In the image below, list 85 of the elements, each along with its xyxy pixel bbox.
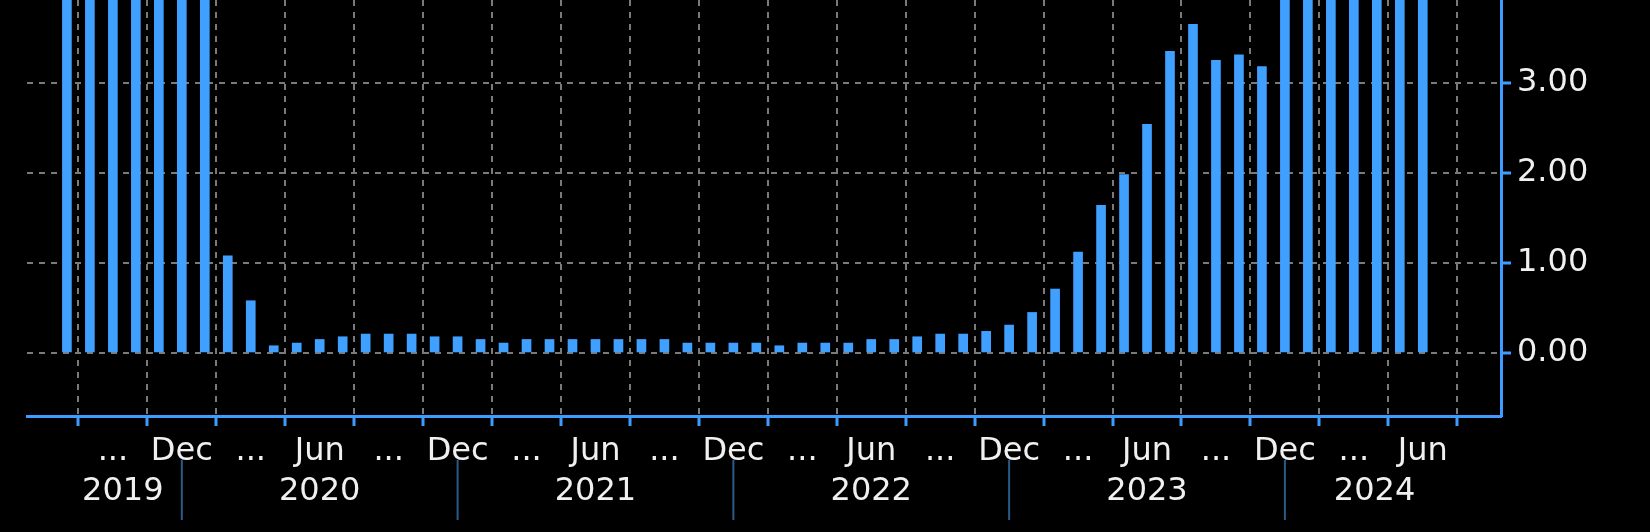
bar xyxy=(475,339,486,353)
x-tick-label: ... xyxy=(1200,429,1232,468)
text: 2024 xyxy=(1333,470,1416,509)
x-tick-label: Dec xyxy=(978,429,1041,468)
bar xyxy=(866,339,877,353)
bar xyxy=(176,0,187,353)
bar xyxy=(1096,204,1106,353)
x-tick-label: ... xyxy=(235,429,267,468)
bar xyxy=(1349,0,1359,353)
x-tick-label: ... xyxy=(649,429,680,468)
x-tick-label: Dec xyxy=(702,429,765,468)
bar xyxy=(1417,0,1428,353)
bar xyxy=(360,333,371,353)
bar xyxy=(613,339,624,353)
text: 2020 xyxy=(278,470,361,509)
bar xyxy=(1188,23,1198,353)
bar xyxy=(1280,0,1290,353)
bar xyxy=(314,339,325,353)
x-tick-label: ... xyxy=(1338,429,1370,468)
bar xyxy=(889,339,900,353)
x-tick-label: Dec xyxy=(150,429,213,468)
x-tick-label: Jun xyxy=(292,429,345,468)
bar xyxy=(245,300,256,353)
bar xyxy=(406,333,417,353)
bar xyxy=(1027,312,1037,353)
x-tick-label: ... xyxy=(1062,429,1094,468)
bar xyxy=(1371,0,1382,353)
text: 2022 xyxy=(830,470,912,509)
y-tick-label: 3.00 xyxy=(1517,61,1589,100)
bar xyxy=(659,339,670,353)
bar xyxy=(843,342,854,353)
bar xyxy=(1050,288,1060,353)
x-tick-label: ... xyxy=(924,429,956,468)
bar xyxy=(590,339,601,353)
bar xyxy=(1004,324,1014,353)
bar xyxy=(1257,66,1267,353)
bar xyxy=(935,333,946,353)
bar xyxy=(1303,0,1313,353)
bar xyxy=(383,333,394,353)
bar xyxy=(199,0,210,353)
bar xyxy=(108,0,118,353)
bar xyxy=(222,255,233,353)
x-tick-label: ... xyxy=(373,429,404,468)
text: 2021 xyxy=(554,470,637,509)
y-tick-label: 2.00 xyxy=(1517,151,1589,190)
x-tick-label: Jun xyxy=(568,429,621,468)
bar xyxy=(452,336,463,353)
y-tick-label: 0.00 xyxy=(1517,331,1589,370)
bar xyxy=(1234,54,1244,353)
bar xyxy=(1211,60,1221,353)
bar xyxy=(85,0,95,353)
x-tick-label: ... xyxy=(787,429,818,468)
bar xyxy=(154,0,164,353)
bar xyxy=(820,342,831,353)
bar xyxy=(268,345,279,353)
x-tick-label: Jun xyxy=(1120,429,1173,468)
bar xyxy=(131,0,141,353)
bar xyxy=(521,339,532,353)
y-tick-label: 1.00 xyxy=(1517,241,1589,280)
bar xyxy=(912,336,923,353)
x-tick-label: Dec xyxy=(426,429,489,468)
bar xyxy=(1326,0,1336,353)
x-tick-label: Dec xyxy=(1253,429,1316,468)
x-tick-label: ... xyxy=(97,429,129,468)
text: 2023 xyxy=(1106,470,1188,509)
bar xyxy=(1394,0,1405,353)
bar xyxy=(429,336,440,353)
x-tick-label: Jun xyxy=(1395,429,1448,468)
bar xyxy=(958,333,968,353)
bar xyxy=(337,336,348,353)
bar xyxy=(62,0,72,353)
bar xyxy=(1073,251,1083,353)
text: 2019 xyxy=(82,470,164,509)
bar xyxy=(544,339,555,353)
bar xyxy=(1119,174,1129,353)
x-tick-label: ... xyxy=(511,429,542,468)
bar xyxy=(774,345,785,353)
bar xyxy=(567,339,578,353)
bar xyxy=(1142,123,1152,353)
bar xyxy=(981,331,991,353)
bar xyxy=(797,342,808,353)
bar xyxy=(636,339,647,353)
x-tick-label: Jun xyxy=(844,429,897,468)
bar xyxy=(291,342,302,353)
bar xyxy=(1165,51,1175,353)
